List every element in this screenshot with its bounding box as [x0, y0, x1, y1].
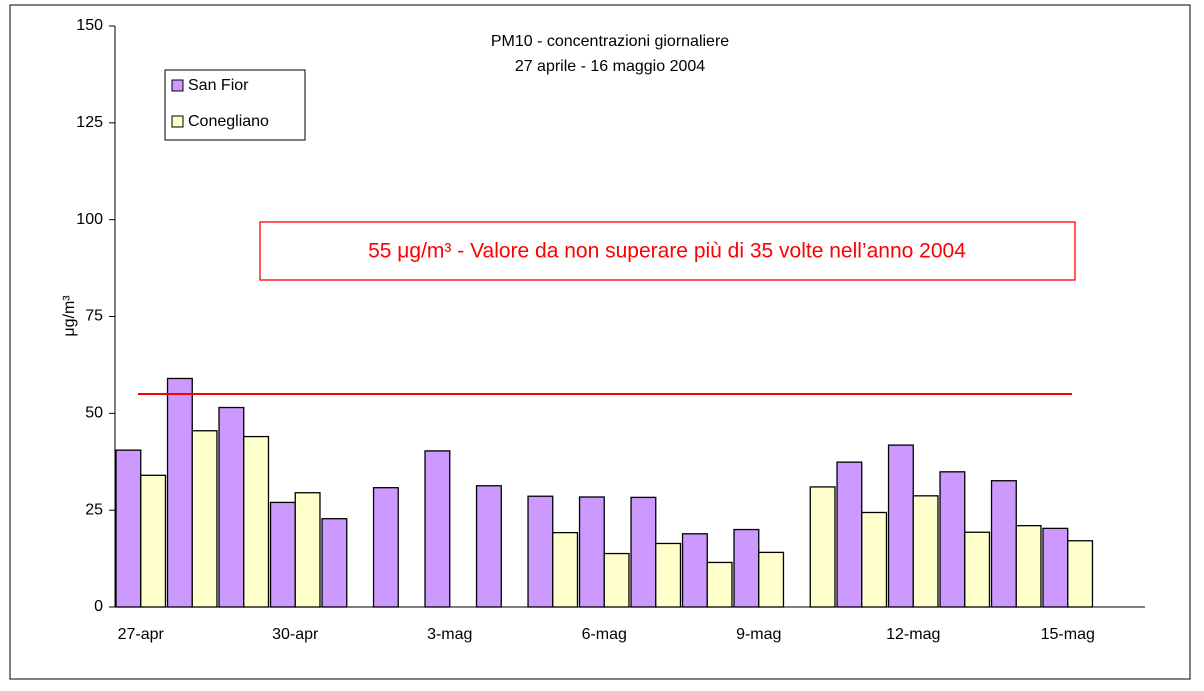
x-tick-label: 9-mag — [736, 626, 781, 643]
bar — [990, 480, 1017, 608]
bar — [809, 486, 836, 608]
bar — [836, 461, 863, 608]
y-tick-label: 75 — [85, 308, 103, 325]
x-tick-label: 30-apr — [272, 626, 319, 643]
y-tick-label: 100 — [76, 211, 103, 228]
bar — [1042, 527, 1069, 608]
x-tick-label: 6-mag — [582, 626, 627, 643]
bar — [912, 495, 939, 608]
bar — [964, 531, 991, 608]
bar — [1067, 540, 1094, 608]
bar — [552, 531, 579, 608]
bar — [758, 551, 785, 608]
annotation-box — [259, 221, 1076, 281]
legend-label: San Fior — [188, 77, 249, 94]
bar — [655, 542, 682, 608]
bar — [1015, 525, 1042, 608]
bar — [475, 485, 502, 608]
bar — [140, 474, 167, 608]
bar — [939, 471, 966, 608]
x-tick-label: 15-mag — [1041, 626, 1095, 643]
bar — [706, 561, 733, 608]
bar — [527, 495, 554, 608]
bar — [321, 518, 348, 608]
x-tick-label: 12-mag — [886, 626, 940, 643]
x-tick-label: 3-mag — [427, 626, 472, 643]
bar — [372, 487, 399, 608]
bar — [191, 430, 218, 608]
y-tick-label: 25 — [85, 501, 103, 518]
bar — [269, 501, 296, 608]
y-axis-label: μg/m³ — [61, 295, 78, 337]
bar — [630, 496, 657, 608]
legend-label: Conegliano — [188, 113, 269, 130]
legend-box — [164, 69, 306, 141]
chart-subtitle: 27 aprile - 16 maggio 2004 — [515, 58, 705, 75]
bar — [424, 450, 451, 608]
legend-swatch — [171, 115, 184, 128]
bar — [733, 528, 760, 608]
y-tick-label: 0 — [94, 598, 103, 615]
y-tick-label: 50 — [85, 405, 103, 422]
x-tick-label: 27-apr — [118, 626, 165, 643]
bar — [115, 449, 142, 608]
bar — [166, 377, 193, 608]
bar — [603, 552, 630, 608]
bar — [578, 496, 605, 608]
bar — [681, 533, 708, 608]
y-tick-label: 150 — [76, 17, 103, 34]
y-tick-label: 125 — [76, 114, 103, 131]
annotation: 55 μg/m³ - Valore da non superare più di… — [368, 240, 966, 263]
chart-title: PM10 - concentrazioni giornaliere — [491, 33, 729, 50]
bar — [861, 511, 888, 608]
bar — [294, 492, 321, 608]
legend-swatch — [171, 79, 184, 92]
bar — [243, 435, 270, 608]
bar — [887, 444, 914, 608]
bar — [218, 406, 245, 608]
